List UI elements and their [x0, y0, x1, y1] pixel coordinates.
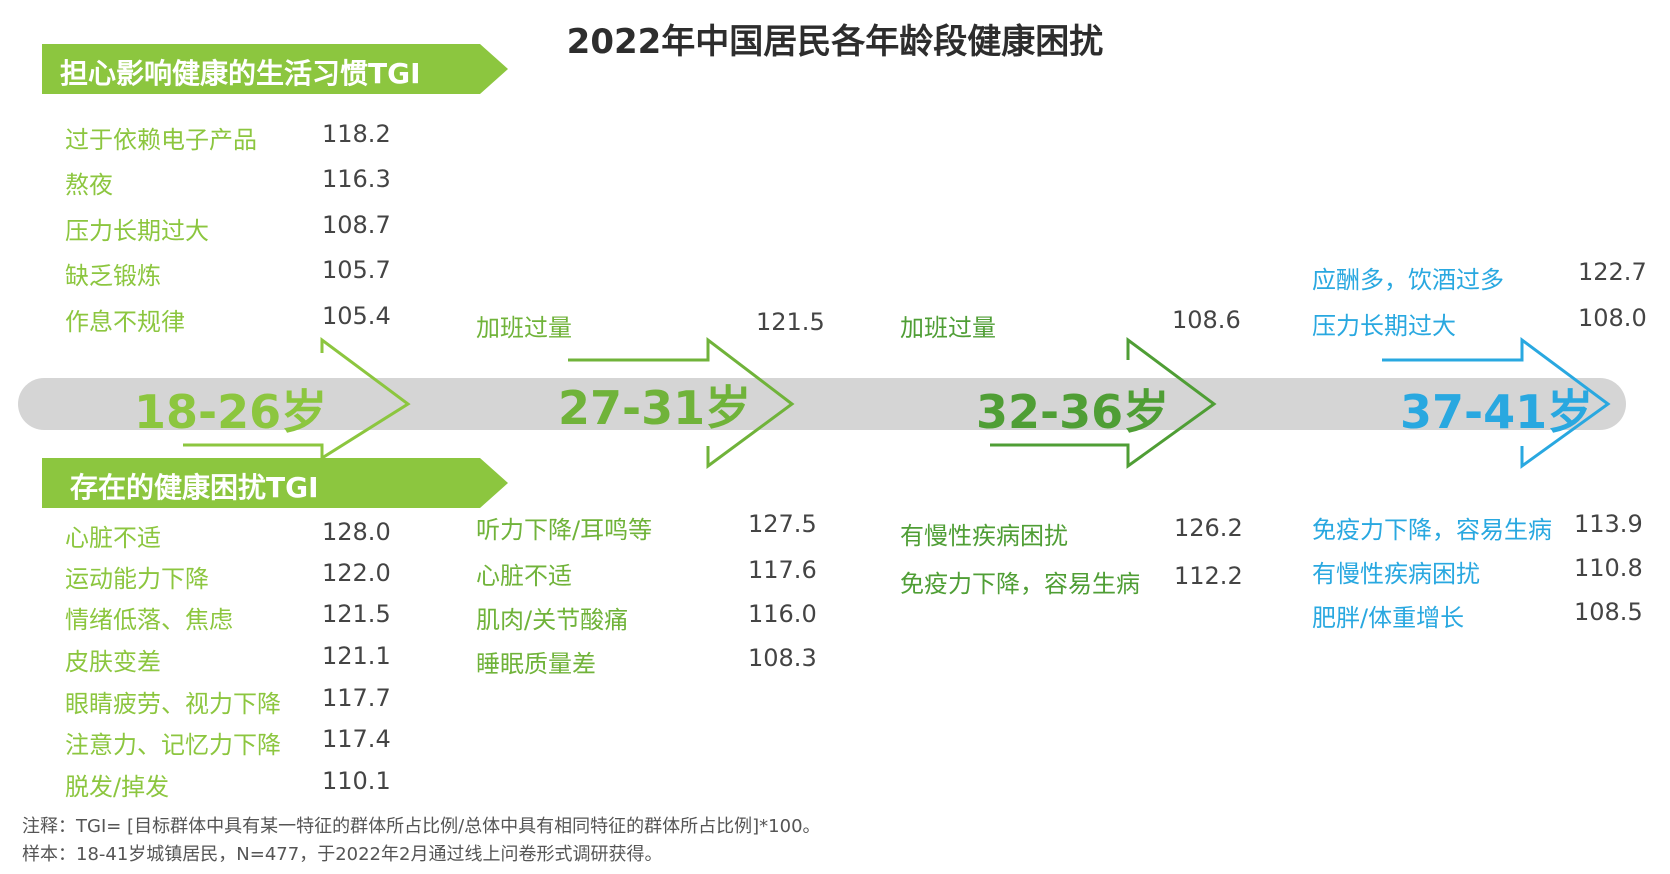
trouble-name: 注意力、记忆力下降: [65, 731, 281, 759]
banner-troubles-label: 存在的健康困扰TGI: [70, 471, 319, 504]
stage-arrow-1: [183, 337, 411, 461]
trouble-value: 110.8: [1574, 554, 1643, 582]
trouble-value: 117.7: [322, 684, 391, 712]
trouble-value: 121.5: [322, 600, 391, 628]
trouble-value: 108.5: [1574, 598, 1643, 626]
trouble-name: 运动能力下降: [65, 565, 209, 593]
habit-name: 作息不规律: [65, 308, 185, 336]
trouble-name: 免疫力下降，容易生病: [1312, 516, 1552, 544]
trouble-name: 眼睛疲劳、视力下降: [65, 690, 281, 718]
trouble-value: 126.2: [1174, 514, 1243, 542]
footnote-sample: 样本：18-41岁城镇居民，N=477，于2022年2月通过线上问卷形式调研获得…: [22, 844, 663, 865]
banner-troubles-shape: [42, 458, 508, 508]
habit-name: 压力长期过大: [65, 217, 209, 245]
trouble-value: 108.3: [748, 644, 817, 672]
trouble-name: 有慢性疾病困扰: [1312, 560, 1480, 588]
trouble-value: 117.6: [748, 556, 817, 584]
habit-value: 118.2: [322, 120, 391, 148]
trouble-value: 116.0: [748, 600, 817, 628]
trouble-name: 脱发/掉发: [65, 773, 170, 801]
stage-label-37-41: 37-41岁: [1400, 385, 1594, 439]
habit-value: 105.7: [322, 256, 391, 284]
trouble-value: 121.1: [322, 642, 391, 670]
trouble-name: 肥胖/体重增长: [1312, 604, 1465, 632]
habit-value: 105.4: [322, 302, 391, 330]
habit-name: 缺乏锻炼: [65, 262, 161, 290]
trouble-value: 110.1: [322, 767, 391, 795]
banner-troubles: 存在的健康困扰TGI: [42, 458, 508, 508]
stage-arrow-4: [1382, 337, 1611, 469]
trouble-value: 127.5: [748, 510, 817, 538]
trouble-name: 睡眠质量差: [476, 650, 596, 678]
trouble-name: 心脏不适: [476, 562, 572, 590]
habit-value: 116.3: [322, 165, 391, 193]
stage-arrow-2: [568, 336, 795, 469]
habit-value: 122.7: [1578, 258, 1647, 286]
trouble-value: 112.2: [1174, 562, 1243, 590]
timeline-bar: [18, 378, 1626, 430]
habit-value: 108.7: [322, 211, 391, 239]
habit-name: 压力长期过大: [1312, 312, 1456, 340]
banner-habits-shape: [42, 44, 508, 94]
habit-value: 108.0: [1578, 304, 1647, 332]
trouble-name: 肌肉/关节酸痛: [476, 606, 629, 634]
habit-value: 108.6: [1172, 306, 1241, 334]
stage-label-32-36: 32-36岁: [976, 385, 1170, 439]
trouble-name: 听力下降/耳鸣等: [476, 516, 653, 544]
banner-habits-label: 担心影响健康的生活习惯TGI: [60, 57, 421, 90]
habit-value: 121.5: [756, 308, 825, 336]
habit-name: 熬夜: [65, 171, 113, 199]
habit-name: 过于依赖电子产品: [65, 126, 257, 154]
banner-habits: 担心影响健康的生活习惯TGI: [42, 44, 508, 94]
footnote-tgi: 注释：TGI= [目标群体中具有某一特征的群体所占比例/总体中具有相同特征的群体…: [22, 816, 821, 837]
habit-name: 加班过量: [476, 314, 572, 342]
stage-label-27-31: 27-31岁: [558, 381, 752, 435]
trouble-value: 113.9: [1574, 510, 1643, 538]
trouble-name: 有慢性疾病困扰: [900, 522, 1068, 550]
habit-name: 应酬多，饮酒过多: [1312, 266, 1504, 294]
stage-label-18-26: 18-26岁: [134, 385, 328, 439]
habit-name: 加班过量: [900, 314, 996, 342]
trouble-value: 128.0: [322, 518, 391, 546]
trouble-name: 情绪低落、焦虑: [65, 606, 233, 634]
chart-title: 2022年中国居民各年龄段健康困扰: [566, 22, 1104, 62]
trouble-name: 心脏不适: [65, 524, 161, 552]
stage-arrow-3: [990, 337, 1217, 469]
trouble-value: 122.0: [322, 559, 391, 587]
trouble-name: 免疫力下降，容易生病: [900, 570, 1140, 598]
trouble-name: 皮肤变差: [65, 648, 161, 676]
trouble-value: 117.4: [322, 725, 391, 753]
